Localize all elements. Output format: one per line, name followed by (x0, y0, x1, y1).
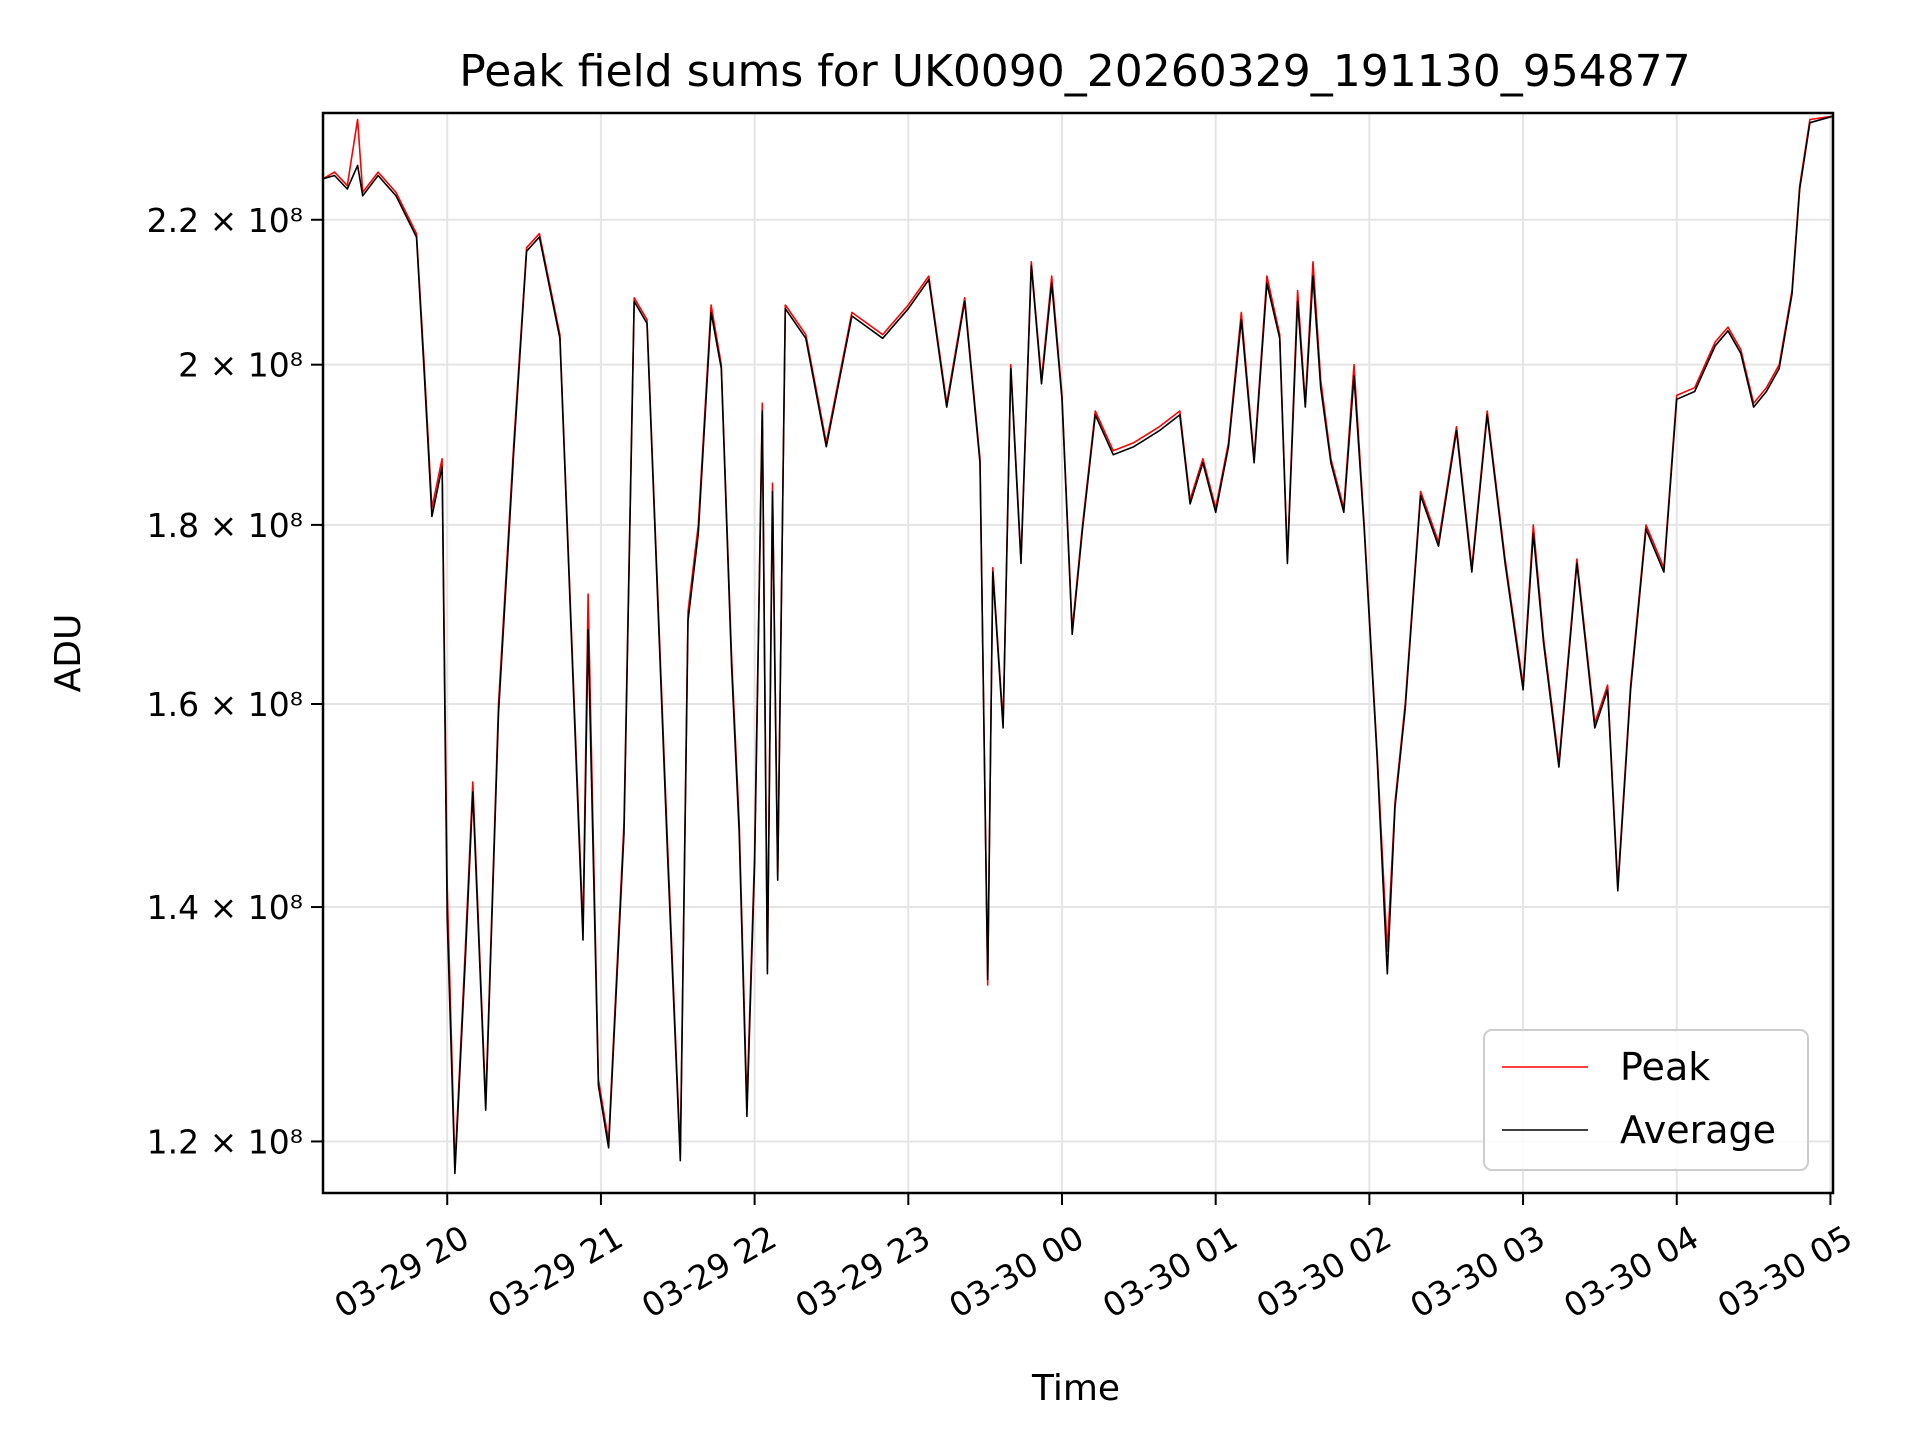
series-average-line (322, 115, 1834, 1175)
y-tick-label: 2.2 × 10⁸ (147, 201, 303, 240)
y-tick-label: 1.4 × 10⁸ (147, 888, 303, 927)
y-tick-label: 1.8 × 10⁸ (147, 506, 303, 545)
legend-box (1483, 1029, 1809, 1171)
legend-peak-label: Peak (1620, 1045, 1710, 1089)
series-lines (322, 115, 1834, 1175)
y-tick-label: 1.6 × 10⁸ (147, 685, 303, 724)
plot-frame (321, 111, 1835, 1195)
x-axis-label: Time (1031, 1368, 1120, 1409)
y-axis-label: ADU (48, 614, 89, 693)
y-axis-ticks: 1.2 × 10⁸ 1.4 × 10⁸ 1.6 × 10⁸ 1.8 × 10⁸ 2 × … (147, 201, 323, 1161)
y-tick-label: 2 × 10⁸ (178, 346, 303, 385)
legend-average-label: Average (1620, 1108, 1776, 1152)
y-tick-label: 1.2 × 10⁸ (147, 1122, 303, 1161)
chart-title: Peak field sums for UK0090_20260329_1911… (459, 46, 1690, 97)
legend: Peak Average (1483, 1029, 1809, 1171)
